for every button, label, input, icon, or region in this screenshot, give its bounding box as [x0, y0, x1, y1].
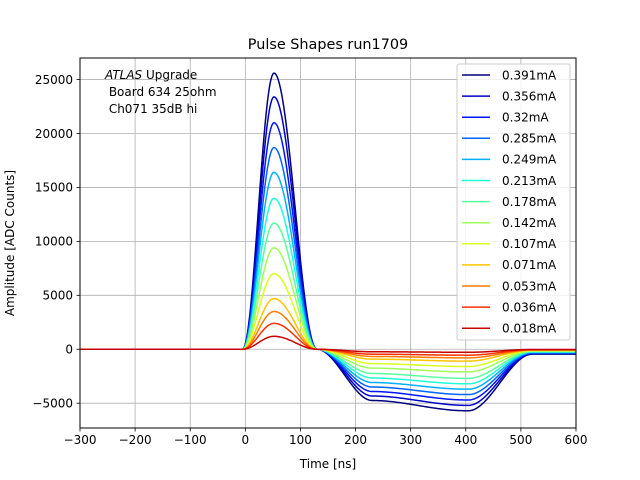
x-tick-label: 200 — [344, 433, 367, 447]
x-tick-label: −300 — [64, 433, 97, 447]
atlas-label-line3: Ch071 35dB hi — [105, 102, 197, 116]
atlas-label-line1: ATLAS Upgrade — [104, 68, 197, 82]
legend-label: 0.213mA — [502, 174, 557, 188]
x-axis-ticks: −300 −200 −100 0 100 200 300 400 500 600 — [64, 428, 588, 447]
legend-label: 0.036mA — [502, 300, 557, 314]
legend-label: 0.071mA — [502, 258, 557, 272]
x-tick-label: 300 — [399, 433, 422, 447]
legend-label: 0.285mA — [502, 132, 557, 146]
y-tick-label: 0 — [65, 343, 73, 357]
legend-label: 0.107mA — [502, 237, 557, 251]
y-axis-ticks: −5000 0 5000 10000 15000 20000 25000 — [32, 73, 80, 410]
atlas-upgrade: Upgrade — [142, 68, 197, 82]
y-axis-label: Amplitude [ADC Counts] — [3, 170, 17, 316]
x-tick-label: 100 — [289, 433, 312, 447]
legend-label: 0.018mA — [502, 322, 557, 336]
legend-label: 0.178mA — [502, 195, 557, 209]
legend-frame — [456, 63, 571, 341]
legend-label: 0.32mA — [502, 111, 549, 125]
legend: 0.391mA 0.356mA 0.32mA 0.285mA 0.249mA 0.213m… — [456, 63, 571, 341]
legend-label: 0.356mA — [502, 89, 557, 103]
y-tick-label: 15000 — [35, 181, 73, 195]
atlas-annotation: ATLAS Upgrade Board 634 25ohm Ch071 35dB… — [104, 68, 217, 116]
x-tick-label: 0 — [242, 433, 250, 447]
y-tick-label: 25000 — [35, 73, 73, 87]
y-tick-label: 5000 — [42, 289, 73, 303]
y-tick-label: −5000 — [32, 396, 73, 410]
y-tick-label: 20000 — [35, 127, 73, 141]
chart-title: Pulse Shapes run1709 — [248, 37, 408, 53]
x-tick-label: −100 — [174, 433, 207, 447]
x-tick-label: 500 — [509, 433, 532, 447]
atlas-italic: ATLAS — [104, 68, 143, 82]
x-tick-label: −200 — [119, 433, 152, 447]
atlas-label-line2: Board 634 25ohm — [105, 85, 217, 99]
legend-label: 0.249mA — [502, 153, 557, 167]
axes-frame — [79, 57, 577, 429]
x-axis-label: Time [ns] — [299, 457, 356, 471]
legend-label: 0.053mA — [502, 279, 557, 293]
series-lines — [80, 72, 576, 412]
legend-label: 0.391mA — [502, 68, 557, 82]
legend-label: 0.142mA — [502, 216, 557, 230]
x-tick-label: 400 — [454, 433, 477, 447]
series-line-0.018mA — [80, 335, 576, 354]
y-tick-label: 10000 — [35, 235, 73, 249]
legend-entries: 0.391mA 0.356mA 0.32mA 0.285mA 0.249mA 0.213m… — [462, 68, 557, 336]
x-tick-label: 600 — [565, 433, 588, 447]
